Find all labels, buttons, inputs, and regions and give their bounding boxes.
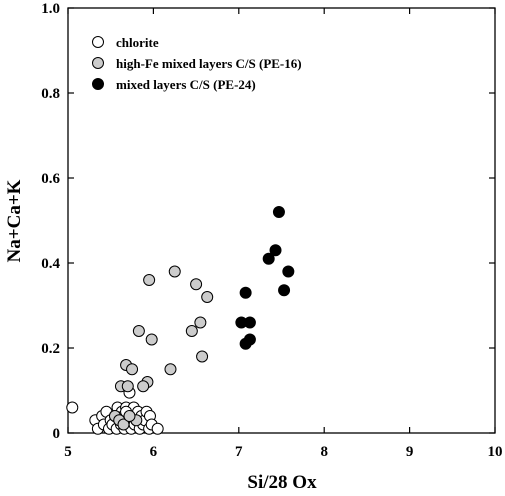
legend-label: chlorite bbox=[116, 35, 159, 50]
data-point bbox=[185, 325, 198, 337]
x-axis-label: Si/28 Ox bbox=[247, 472, 317, 493]
legend-marker bbox=[92, 57, 104, 69]
data-point bbox=[243, 316, 256, 329]
x-tick-label: 10 bbox=[488, 444, 503, 460]
data-point bbox=[121, 380, 134, 393]
data-point bbox=[66, 401, 79, 414]
data-point bbox=[126, 363, 139, 376]
data-point bbox=[190, 278, 203, 291]
data-point bbox=[239, 286, 252, 299]
y-tick-label: 0 bbox=[53, 426, 61, 442]
data-point bbox=[145, 333, 158, 346]
data-points bbox=[66, 206, 295, 435]
y-tick-label: 0.8 bbox=[41, 86, 60, 102]
x-axis-ticks: 5 6 7 8 9 10 bbox=[64, 8, 503, 460]
data-point bbox=[196, 350, 209, 363]
x-tick-label: 5 bbox=[64, 444, 72, 460]
data-point bbox=[151, 422, 164, 435]
data-point bbox=[164, 363, 177, 376]
legend-label: high-Fe mixed layers C/S (PE-16) bbox=[116, 56, 302, 71]
data-point bbox=[272, 206, 285, 218]
data-point bbox=[137, 380, 150, 393]
data-point bbox=[132, 325, 145, 337]
y-tick-label: 0.6 bbox=[41, 171, 60, 187]
y-tick-label: 0.2 bbox=[41, 341, 60, 357]
y-tick-label: 0.4 bbox=[41, 256, 60, 272]
legend-label: mixed layers C/S (PE-24) bbox=[116, 77, 256, 92]
data-point bbox=[123, 410, 136, 422]
data-point bbox=[269, 244, 282, 257]
data-point bbox=[282, 265, 295, 278]
data-point bbox=[278, 284, 291, 297]
x-tick-label: 7 bbox=[235, 444, 243, 460]
data-point bbox=[243, 333, 256, 346]
legend: chlorite high-Fe mixed layers C/S (PE-16)… bbox=[92, 35, 302, 92]
data-point bbox=[201, 291, 214, 303]
data-point bbox=[262, 252, 275, 265]
data-point bbox=[194, 316, 207, 329]
data-point bbox=[168, 265, 181, 278]
y-axis-ticks: 0 0.2 0.4 0.6 0.8 1.0 bbox=[41, 1, 495, 442]
legend-marker bbox=[92, 78, 104, 90]
plot-area-frame bbox=[67, 7, 496, 434]
y-axis-label: Na+Ca+K bbox=[4, 179, 25, 262]
x-tick-label: 9 bbox=[406, 444, 414, 460]
data-point bbox=[143, 274, 156, 286]
data-point bbox=[117, 418, 130, 431]
x-tick-label: 8 bbox=[320, 444, 328, 460]
x-tick-label: 6 bbox=[150, 444, 158, 460]
y-tick-label: 1.0 bbox=[41, 1, 60, 17]
legend-marker bbox=[92, 36, 104, 48]
